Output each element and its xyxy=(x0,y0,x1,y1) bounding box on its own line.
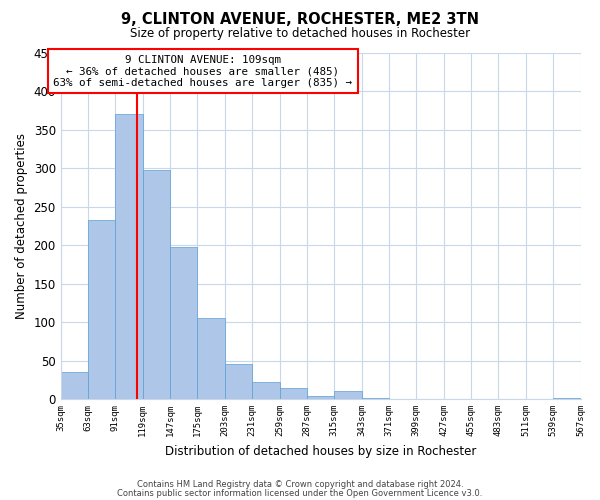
Y-axis label: Number of detached properties: Number of detached properties xyxy=(15,133,28,319)
Text: 9, CLINTON AVENUE, ROCHESTER, ME2 3TN: 9, CLINTON AVENUE, ROCHESTER, ME2 3TN xyxy=(121,12,479,28)
Text: Contains public sector information licensed under the Open Government Licence v3: Contains public sector information licen… xyxy=(118,490,482,498)
Bar xyxy=(307,396,334,399)
Bar xyxy=(61,372,88,399)
Bar xyxy=(88,220,115,399)
Bar xyxy=(252,382,280,399)
Bar xyxy=(197,318,225,399)
Bar xyxy=(362,398,389,399)
Bar xyxy=(225,364,252,399)
Bar xyxy=(143,170,170,399)
Bar xyxy=(553,398,581,399)
Bar xyxy=(334,392,362,399)
Bar xyxy=(115,114,143,399)
Bar xyxy=(280,388,307,399)
Text: Size of property relative to detached houses in Rochester: Size of property relative to detached ho… xyxy=(130,28,470,40)
X-axis label: Distribution of detached houses by size in Rochester: Distribution of detached houses by size … xyxy=(165,444,476,458)
Text: Contains HM Land Registry data © Crown copyright and database right 2024.: Contains HM Land Registry data © Crown c… xyxy=(137,480,463,489)
Bar xyxy=(170,248,197,399)
Text: 9 CLINTON AVENUE: 109sqm
← 36% of detached houses are smaller (485)
63% of semi-: 9 CLINTON AVENUE: 109sqm ← 36% of detach… xyxy=(53,55,352,88)
